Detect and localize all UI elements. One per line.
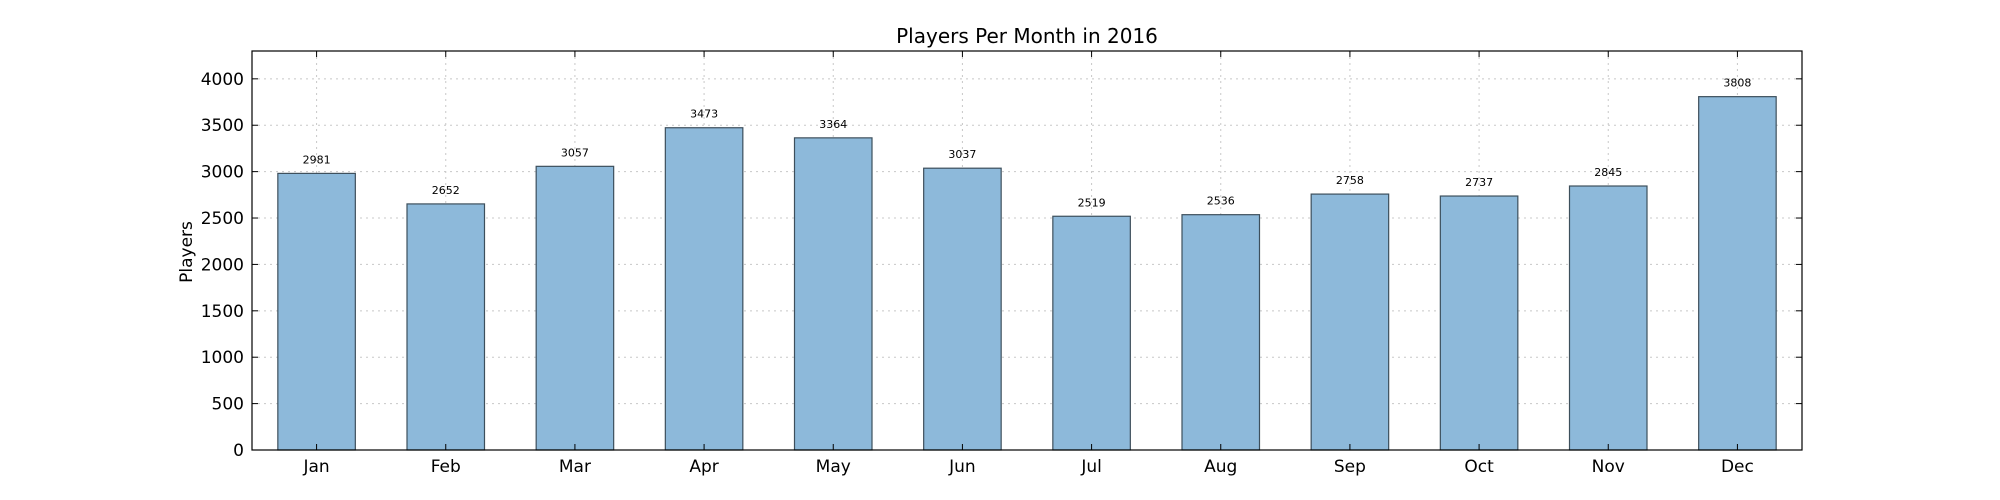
y-tick-label: 3000	[201, 163, 244, 183]
x-tick-label: Apr	[689, 457, 718, 477]
x-tick-label: Feb	[431, 457, 461, 477]
y-tick-label: 4000	[201, 70, 244, 90]
data-label: 2737	[1465, 176, 1493, 189]
bar-dec	[1698, 96, 1777, 451]
y-tick-label: 2000	[201, 255, 244, 275]
y-tick-label: 1500	[201, 302, 244, 322]
data-label: 3364	[819, 118, 847, 131]
data-label: 3037	[948, 148, 976, 161]
bar-jun	[923, 167, 1002, 451]
bar-sep	[1310, 193, 1390, 451]
y-axis-label: Players	[177, 221, 197, 283]
y-tick-label: 2500	[201, 209, 244, 229]
x-tick-label: Jan	[302, 457, 329, 477]
data-label: 3057	[561, 146, 589, 159]
y-tick-label: 3500	[201, 116, 244, 136]
data-label: 2519	[1078, 196, 1106, 209]
bar-oct	[1439, 195, 1519, 451]
y-tick-label: 500	[212, 395, 244, 415]
bar-mar	[535, 165, 615, 451]
bar-aug	[1181, 214, 1261, 451]
y-tick-label: 1000	[201, 348, 244, 368]
bar-apr	[664, 127, 744, 451]
x-tick-label: Sep	[1334, 457, 1366, 477]
data-label-layer: 2981 2652 3057 3473 3364 3037 2519 2536 2758 2737…	[303, 77, 1752, 210]
plot-frame	[251, 50, 1803, 451]
x-tick-label: May	[816, 457, 851, 477]
data-label: 2981	[303, 153, 331, 166]
x-tick-label: Oct	[1464, 457, 1494, 477]
data-label: 2652	[432, 184, 460, 197]
bar-feb	[406, 203, 486, 451]
bar-jan	[277, 172, 356, 451]
axis-layer: 0 500 1000 1500 2000 2500 3000 3500 4000 Jan Feb Ma…	[201, 50, 1803, 477]
data-label: 3808	[1723, 77, 1751, 90]
data-label: 2758	[1336, 174, 1364, 187]
bar-jul	[1052, 215, 1131, 451]
x-tick-label: Dec	[1721, 457, 1754, 477]
bar-may	[793, 137, 873, 451]
x-tick-label: Jul	[1080, 457, 1102, 477]
x-tick-label: Jun	[948, 457, 976, 477]
bar-nov	[1568, 185, 1648, 451]
data-label: 2536	[1207, 195, 1235, 208]
y-tick-label: 0	[233, 441, 244, 461]
data-label: 2845	[1594, 166, 1622, 179]
x-tick-label: Nov	[1592, 457, 1625, 477]
chart-title: Players Per Month in 2016	[896, 24, 1158, 48]
x-tick-label: Mar	[559, 457, 591, 477]
x-tick-label: Aug	[1204, 457, 1237, 477]
bar-layer	[277, 96, 1777, 451]
data-label: 3473	[690, 108, 718, 121]
